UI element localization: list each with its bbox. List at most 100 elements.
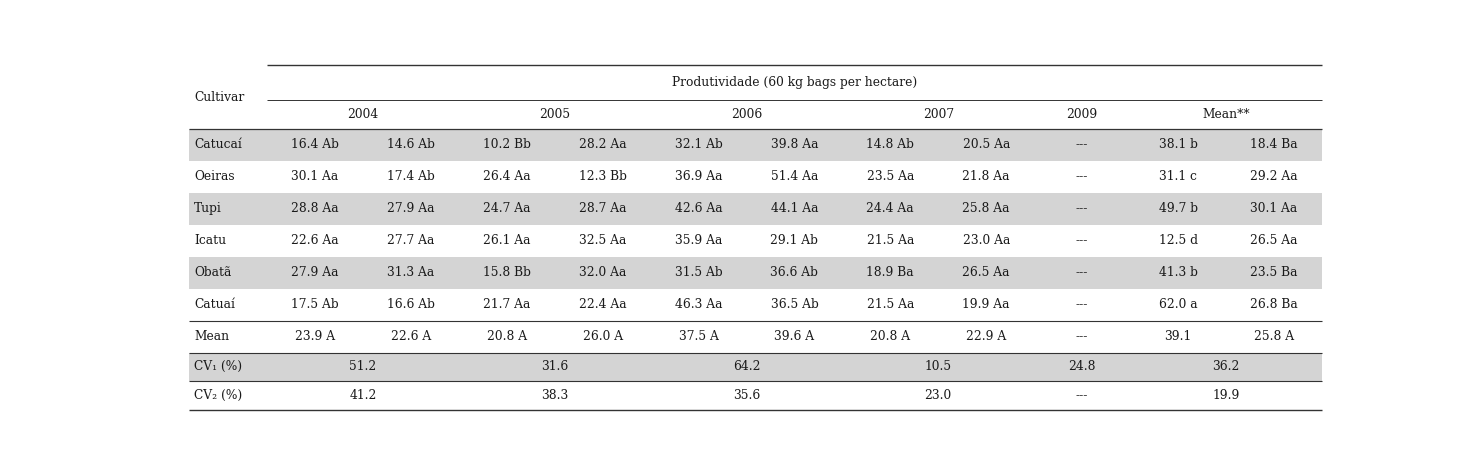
Bar	[459, 193, 554, 225]
Bar	[1130, 129, 1226, 161]
Text: CV₁ (%): CV₁ (%)	[194, 360, 243, 373]
Text: 23.5 Aa: 23.5 Aa	[867, 170, 914, 183]
Text: 30.1 Aa: 30.1 Aa	[291, 170, 338, 183]
Text: 23.0: 23.0	[925, 389, 953, 402]
Bar	[363, 289, 459, 321]
Text: 19.9 Aa: 19.9 Aa	[963, 298, 1010, 311]
Bar	[190, 321, 268, 352]
Bar	[1130, 289, 1226, 321]
Text: 35.9 Aa: 35.9 Aa	[675, 234, 722, 247]
Text: ---: ---	[1076, 234, 1088, 247]
Text: 24.8: 24.8	[1069, 360, 1095, 373]
Text: 21.8 Aa: 21.8 Aa	[963, 170, 1010, 183]
Text: 12.5 d: 12.5 d	[1158, 234, 1198, 247]
Text: 28.7 Aa: 28.7 Aa	[579, 202, 626, 215]
Text: 25.8 Aa: 25.8 Aa	[963, 202, 1010, 215]
Bar	[268, 225, 363, 257]
Bar	[190, 352, 268, 381]
Text: 14.6 Ab: 14.6 Ab	[387, 139, 435, 152]
Bar	[1130, 257, 1226, 289]
Text: Mean: Mean	[194, 330, 229, 343]
Bar	[842, 129, 938, 161]
Bar	[1130, 352, 1322, 381]
Text: 27.9 Aa: 27.9 Aa	[387, 202, 435, 215]
Bar	[190, 257, 268, 289]
Text: 26.5 Aa: 26.5 Aa	[1250, 234, 1298, 247]
Text: ---: ---	[1076, 266, 1088, 279]
Text: 44.1 Aa: 44.1 Aa	[770, 202, 819, 215]
Bar	[651, 381, 842, 410]
Text: 26.5 Aa: 26.5 Aa	[963, 266, 1010, 279]
Bar	[459, 225, 554, 257]
Bar	[268, 100, 459, 129]
Bar	[363, 129, 459, 161]
Text: CV₂ (%): CV₂ (%)	[194, 389, 243, 402]
Text: 29.1 Ab: 29.1 Ab	[770, 234, 819, 247]
Bar	[842, 161, 938, 193]
Bar	[459, 381, 651, 410]
Text: 31.5 Ab: 31.5 Ab	[675, 266, 722, 279]
Text: 32.1 Ab: 32.1 Ab	[675, 139, 722, 152]
Bar	[1035, 225, 1130, 257]
Bar	[747, 161, 842, 193]
Bar	[268, 352, 459, 381]
Text: 19.9: 19.9	[1213, 389, 1239, 402]
Bar	[554, 161, 651, 193]
Text: ---: ---	[1076, 389, 1088, 402]
Bar	[651, 161, 747, 193]
Bar	[651, 352, 842, 381]
Bar	[938, 257, 1035, 289]
Bar	[651, 100, 842, 129]
Bar	[1035, 321, 1130, 352]
Text: 24.4 Aa: 24.4 Aa	[866, 202, 914, 215]
Bar	[1226, 289, 1322, 321]
Text: 2006: 2006	[731, 108, 761, 121]
Bar	[554, 257, 651, 289]
Text: Produtividade (60 kg bags per hectare): Produtividade (60 kg bags per hectare)	[672, 76, 917, 89]
Bar	[1035, 257, 1130, 289]
Bar	[1130, 161, 1226, 193]
Text: 27.9 Aa: 27.9 Aa	[291, 266, 338, 279]
Text: 21.5 Aa: 21.5 Aa	[867, 234, 914, 247]
Text: 18.9 Ba: 18.9 Ba	[866, 266, 914, 279]
Text: 10.2 Bb: 10.2 Bb	[482, 139, 531, 152]
Bar	[938, 321, 1035, 352]
Text: 21.7 Aa: 21.7 Aa	[484, 298, 531, 311]
Bar	[1226, 129, 1322, 161]
Bar	[938, 161, 1035, 193]
Text: 31.3 Aa: 31.3 Aa	[387, 266, 435, 279]
Text: 17.5 Ab: 17.5 Ab	[291, 298, 338, 311]
Bar	[938, 225, 1035, 257]
Bar	[1035, 289, 1130, 321]
Text: Mean**: Mean**	[1202, 108, 1250, 121]
Bar	[459, 289, 554, 321]
Bar	[651, 321, 747, 352]
Bar	[747, 193, 842, 225]
Bar	[268, 289, 363, 321]
Text: 16.4 Ab: 16.4 Ab	[291, 139, 338, 152]
Text: 2005: 2005	[539, 108, 570, 121]
Text: 21.5 Aa: 21.5 Aa	[867, 298, 914, 311]
Bar	[1035, 352, 1130, 381]
Bar	[1226, 225, 1322, 257]
Bar	[747, 321, 842, 352]
Bar	[459, 352, 651, 381]
Bar	[651, 257, 747, 289]
Bar	[554, 193, 651, 225]
Text: 26.4 Aa: 26.4 Aa	[482, 170, 531, 183]
Text: 14.8 Ab: 14.8 Ab	[866, 139, 914, 152]
Text: 36.5 Ab: 36.5 Ab	[770, 298, 819, 311]
Bar	[1130, 321, 1226, 352]
Bar	[1226, 257, 1322, 289]
Text: 39.1: 39.1	[1164, 330, 1192, 343]
Bar	[363, 193, 459, 225]
Bar	[363, 225, 459, 257]
Bar	[190, 381, 268, 410]
Bar	[651, 225, 747, 257]
Text: 20.8 A: 20.8 A	[487, 330, 526, 343]
Text: 41.2: 41.2	[350, 389, 376, 402]
Text: Oeiras: Oeiras	[194, 170, 235, 183]
Text: 32.0 Aa: 32.0 Aa	[579, 266, 626, 279]
Bar	[190, 65, 268, 129]
Text: 30.1 Aa: 30.1 Aa	[1251, 202, 1298, 215]
